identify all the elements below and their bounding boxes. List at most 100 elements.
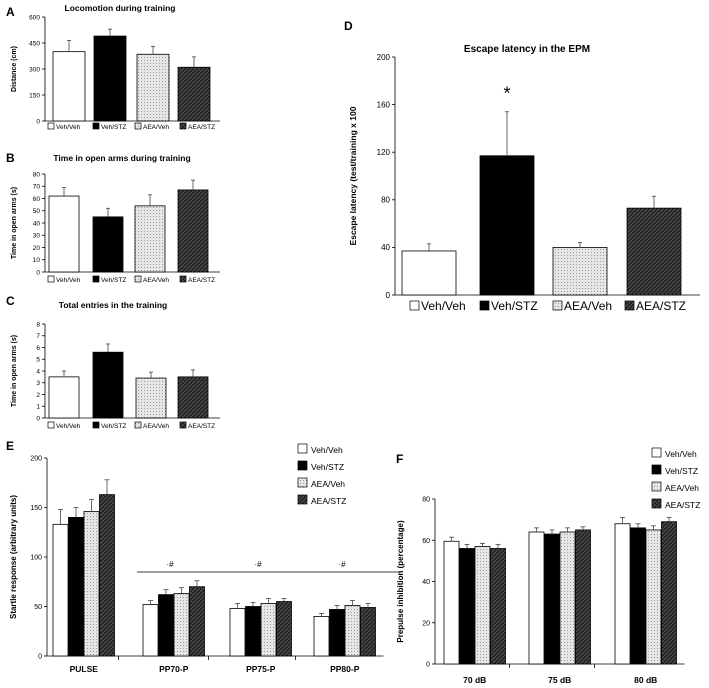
legend-swatch-c-4 <box>179 421 187 429</box>
y-tick-label-c: 2 <box>36 392 40 399</box>
y-tick-label-f: 20 <box>422 620 430 627</box>
bar-f-2-3 <box>559 531 576 665</box>
legend-label-c-4: AEA/STZ <box>188 423 215 430</box>
y-tick-label-f: 40 <box>422 579 430 586</box>
legend-swatch-b-3 <box>134 275 142 283</box>
bar-f-1-4 <box>490 548 506 665</box>
significance-marker-e: ·# <box>338 560 346 569</box>
significance-marker-e: ·# <box>166 560 174 569</box>
y-tick-label-b: 30 <box>33 233 41 240</box>
y-tick-label-a: 150 <box>29 92 40 99</box>
bar-e-4-4 <box>360 607 376 657</box>
legend-label-e-2: Veh/STZ <box>311 462 344 472</box>
bar-f-1-2 <box>459 548 475 665</box>
bar-d-4 <box>626 207 682 296</box>
y-axis-label-d: Escape latency (test/training x 100 <box>348 106 358 245</box>
y-tick-label-c: 8 <box>36 321 40 328</box>
y-tick-label-d: 0 <box>386 291 391 300</box>
legend-swatch-c-2 <box>92 421 100 429</box>
y-tick-label-c: 3 <box>36 380 40 387</box>
bar-a-3 <box>136 53 170 122</box>
y-tick-label-d: 200 <box>377 53 391 62</box>
x-tick-label-e: PP75-P <box>246 664 276 674</box>
legend-label-d-3: AEA/Veh <box>564 299 612 313</box>
legend-swatch-a-2 <box>92 122 100 130</box>
x-tick-label-e: PP80-P <box>330 664 360 674</box>
bar-f-2-1 <box>528 531 545 665</box>
legend-label-d-4: AEA/STZ <box>636 299 686 313</box>
significance-marker-e: ·# <box>254 560 262 569</box>
y-tick-label-c: 1 <box>36 404 40 411</box>
y-tick-label-b: 60 <box>33 196 41 203</box>
x-tick-label-f: 80 dB <box>634 675 657 685</box>
y-tick-label-d: 120 <box>377 148 391 157</box>
y-tick-label-b: 40 <box>33 220 41 227</box>
legend-label-c-3: AEA/Veh <box>143 423 169 430</box>
y-tick-label-b: 10 <box>33 257 41 264</box>
y-tick-label-c: 6 <box>36 345 40 352</box>
y-tick-label-e: 200 <box>30 456 42 463</box>
bar-d-3 <box>552 246 608 296</box>
bar-f-3-4 <box>661 521 677 665</box>
legend-label-a-3: AEA/Veh <box>143 124 169 131</box>
legend-swatch-e-1 <box>297 443 308 454</box>
legend-label-c-1: Veh/Veh <box>56 423 81 430</box>
panel-b-time-open-arms: B Time in open arms during training Time i… <box>6 151 220 284</box>
y-tick-label-a: 450 <box>29 40 40 47</box>
panel-letter-d: D <box>344 19 353 33</box>
y-axis-label-c: Time in open arms (s) <box>11 335 18 407</box>
legend-swatch-c-1 <box>47 421 55 429</box>
bar-c-4 <box>177 376 209 419</box>
y-axis-label-b: Time in open arms (s) <box>11 187 18 259</box>
x-tick-label-f: 70 dB <box>463 675 486 685</box>
chart-title-b: Time in open arms during training <box>53 153 190 163</box>
legend-swatch-a-1 <box>47 122 55 130</box>
bar-e-2-2 <box>158 594 174 657</box>
bar-f-1-3 <box>474 546 491 665</box>
legend-label-b-4: AEA/STZ <box>188 277 215 284</box>
panel-letter-a: A <box>6 5 15 19</box>
significance-marker-d: * <box>503 84 510 104</box>
legend-swatch-a-3 <box>134 122 142 130</box>
bar-b-1 <box>48 195 80 273</box>
bar-e-3-1 <box>229 608 246 657</box>
chart-title-a: Locomotion during training <box>65 3 176 13</box>
bar-e-1-1 <box>52 523 69 657</box>
y-tick-label-c: 5 <box>36 357 40 364</box>
panel-letter-f: F <box>396 452 403 466</box>
y-tick-label-f: 60 <box>422 538 430 545</box>
legend-label-b-2: Veh/STZ <box>101 277 126 284</box>
x-tick-label-e: PULSE <box>70 664 99 674</box>
y-tick-label-d: 160 <box>377 100 391 109</box>
x-tick-label-e: PP70-P <box>159 664 189 674</box>
y-tick-label-b: 0 <box>36 269 40 276</box>
bar-e-2-1 <box>142 604 159 657</box>
bar-f-3-1 <box>614 523 631 665</box>
y-tick-label-c: 0 <box>36 415 40 422</box>
y-tick-label-a: 0 <box>36 118 40 125</box>
legend-swatch-d-2 <box>479 300 490 311</box>
legend-label-b-3: AEA/Veh <box>143 277 169 284</box>
bar-a-1 <box>52 51 86 122</box>
bar-d-2 <box>479 155 535 296</box>
x-tick-label-f: 75 dB <box>548 675 571 685</box>
y-tick-label-b: 70 <box>33 184 41 191</box>
y-tick-label-e: 100 <box>30 555 42 562</box>
y-tick-label-b: 80 <box>33 171 41 178</box>
bar-f-3-2 <box>630 527 646 665</box>
bar-c-1 <box>48 376 80 419</box>
y-tick-label-e: 150 <box>30 505 42 512</box>
bar-c-3 <box>135 377 167 419</box>
bar-e-4-1 <box>313 616 330 657</box>
legend-label-a-1: Veh/Veh <box>56 124 81 131</box>
bar-d-1 <box>401 250 457 296</box>
bar-e-2-3 <box>173 593 190 657</box>
panel-f-prepulse-inhibition: F Prepulse inhibition (percentage) 0 20 40 60… <box>396 447 700 685</box>
legend-label-c-2: Veh/STZ <box>101 423 126 430</box>
bar-e-2-4 <box>189 586 205 657</box>
bar-e-4-3 <box>344 605 361 657</box>
legend-swatch-d-1 <box>409 300 420 311</box>
legend-swatch-f-2 <box>651 464 662 475</box>
bar-f-2-4 <box>575 529 591 665</box>
bar-b-4 <box>177 189 209 273</box>
